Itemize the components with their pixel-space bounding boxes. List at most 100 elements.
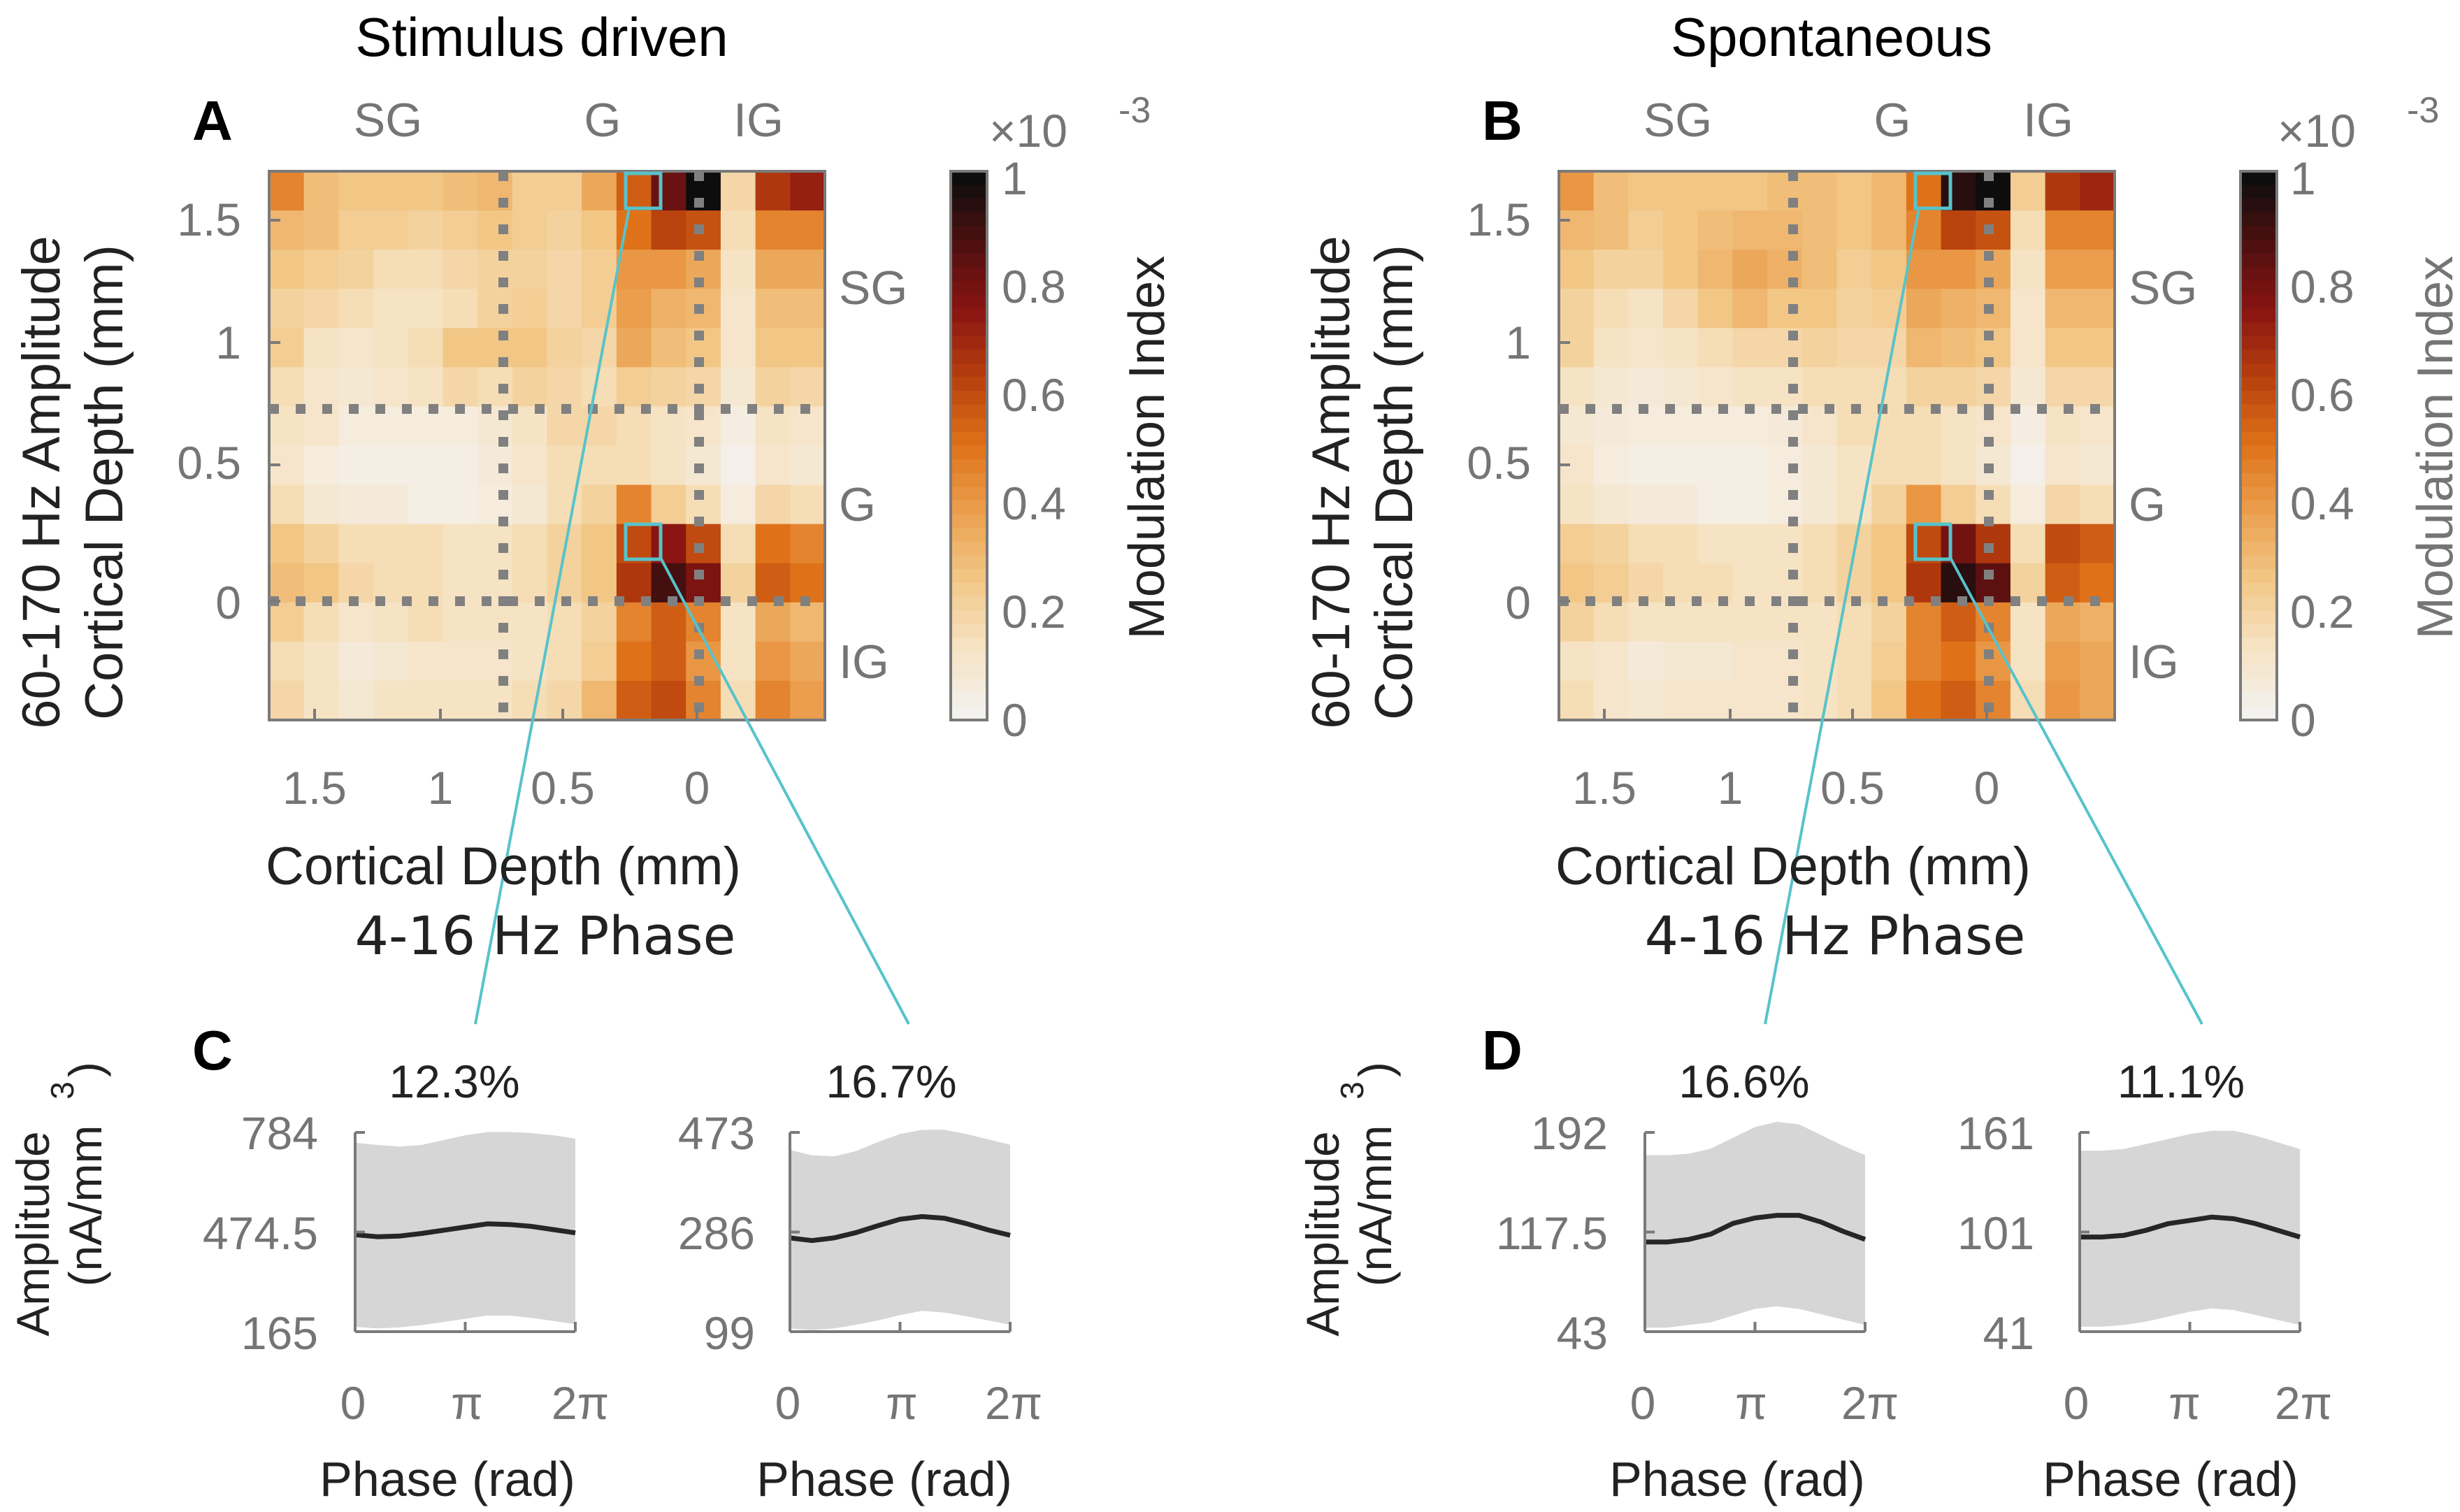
- panel-b-xtick: 1.5: [1572, 762, 1637, 814]
- panel-a-heatmap-cell: [616, 641, 652, 682]
- panel-b-heatmap-cell: [1871, 680, 1907, 721]
- panel-a-heatmap-cell: [582, 484, 617, 525]
- panel-a-heatmap-cell: [582, 563, 617, 603]
- panel-a-heatmap-cell: [443, 445, 478, 486]
- panel-b-heatmap-cell: [2080, 289, 2115, 329]
- panel-a-heatmap-cell: [269, 524, 305, 564]
- panel-b-colorbar-segment: [2240, 459, 2277, 474]
- panel-b-heatmap-cell: [1801, 250, 1838, 289]
- panel-a-heatmap-cell: [755, 289, 791, 329]
- panel-b-heatmap-cell: [2080, 328, 2115, 368]
- panel-b-heatmap-cell: [1628, 328, 1664, 368]
- panel-b-heatmap-cell: [1663, 563, 1699, 603]
- panel-a-heatmap-cell: [512, 563, 548, 603]
- panel-b-heatmap-cell: [1593, 250, 1629, 289]
- panel-letter-b: B: [1482, 89, 1523, 152]
- panel-c-right-xtick: 0: [775, 1377, 801, 1429]
- panel-a-heatmap-cell: [720, 602, 756, 642]
- heatmap-layer: [269, 171, 2277, 721]
- panel-a-heatmap-cell: [408, 250, 444, 289]
- panel-a-heatmap-cell: [269, 250, 305, 289]
- panel-b-heatmap-cell: [1628, 210, 1664, 250]
- panel-b-heatmap-cell: [1663, 289, 1699, 329]
- panel-b-heatmap-cell: [1906, 367, 1942, 408]
- panel-a-heatmap-cell: [338, 250, 374, 289]
- panel-a-heatmap-cell: [303, 406, 339, 447]
- panel-b-colorbar-segment: [2240, 322, 2277, 337]
- panel-a-heatmap-cell: [616, 524, 652, 564]
- panel-b-right-region-ig: IG: [2129, 635, 2179, 689]
- panel-b-heatmap-cell: [1697, 484, 1734, 525]
- panel-a-heatmap-cell: [373, 524, 409, 564]
- panel-d-left-percent: 16.6%: [1678, 1056, 1809, 1107]
- panel-a-heatmap-cell: [651, 328, 686, 368]
- panel-b-heatmap-cell: [2045, 250, 2080, 289]
- panel-b-cbar-label: Modulation Index: [2408, 256, 2460, 639]
- panel-b-heatmap-cell: [1663, 641, 1699, 682]
- panel-d-left-ytick: 43: [1557, 1307, 1608, 1359]
- panel-a-heatmap-cell: [303, 680, 339, 721]
- panel-a-heatmap-cell: [582, 602, 617, 642]
- panel-a-heatmap-cell: [303, 524, 339, 564]
- panel-b-colorbar-segment: [2240, 541, 2277, 556]
- panel-a-heatmap-cell: [408, 289, 444, 329]
- panel-a-heatmap-cell: [790, 641, 826, 682]
- panel-a-cbar-tick: 0.2: [1002, 586, 1066, 638]
- panel-b-heatmap-cell: [2045, 171, 2080, 211]
- panel-b-colorbar-segment: [2240, 377, 2277, 391]
- panel-b-heatmap-cell: [1663, 524, 1699, 564]
- panel-b-top-region-ig: IG: [2023, 94, 2073, 147]
- panel-b-heatmap-cell: [1906, 524, 1942, 564]
- panel-a-top-region-sg: SG: [354, 94, 422, 147]
- panel-a-colorbar-segment: [951, 363, 987, 378]
- panel-a-xtick: 1: [428, 762, 454, 814]
- panel-a-heatmap-cell: [616, 484, 652, 525]
- panel-a-xtick: 0.5: [531, 762, 595, 814]
- panel-b-colorbar-segment: [2240, 240, 2277, 254]
- panel-b-heatmap-cell: [1906, 250, 1942, 289]
- panel-a-heatmap-cell: [338, 524, 374, 564]
- panel-a-heatmap-cell: [790, 367, 826, 408]
- panel-b-heatmap-cell: [1906, 289, 1942, 329]
- panel-c-left-ytick: 474.5: [203, 1207, 318, 1259]
- panel-a-heatmap-cell: [651, 484, 686, 525]
- panel-a-heatmap-cell: [338, 171, 374, 211]
- panel-a-heatmap-cell: [443, 641, 478, 682]
- panel-b-heatmap-cell: [1559, 641, 1595, 682]
- panel-b-heatmap-cell: [1663, 171, 1699, 211]
- panel-a-xtick: 1.5: [282, 762, 347, 814]
- panel-c-left-xtick: 0: [340, 1377, 366, 1429]
- panel-a-heatmap-cell: [651, 524, 686, 564]
- panel-a-colorbar-segment: [951, 555, 987, 570]
- panel-a-heatmap-cell: [512, 171, 548, 211]
- panel-a-heatmap-cell: [269, 171, 305, 211]
- panel-a-heatmap-cell: [616, 602, 652, 642]
- panel-a-heatmap-cell: [547, 641, 582, 682]
- panel-b-colorbar-segment: [2240, 501, 2277, 515]
- panel-a-heatmap-cell: [720, 210, 756, 250]
- panel-a-xlabel-phase: 4-16 Hz Phase: [355, 905, 736, 967]
- panel-b-heatmap-cell: [1697, 563, 1734, 603]
- panel-a-heatmap-cell: [547, 445, 582, 486]
- panel-b-right-region-g: G: [2129, 478, 2166, 531]
- panel-a-colorbar-segment: [951, 582, 987, 598]
- panel-a-heatmap-cell: [582, 524, 617, 564]
- panel-b-heatmap-cell: [2045, 328, 2080, 368]
- panel-b-xlabel: Cortical Depth (mm): [1555, 837, 2031, 896]
- panel-a-cbar-tick: 1: [1002, 152, 1028, 204]
- panel-b-heatmap-cell: [1836, 171, 1872, 211]
- panel-a-colorbar-segment: [951, 308, 987, 323]
- panel-b-heatmap-cell: [1906, 171, 1942, 211]
- panel-a-ylabel-depth: Cortical Depth (mm): [75, 245, 134, 720]
- panel-b-heatmap-cell: [1697, 445, 1734, 486]
- panel-a-heatmap-cell: [408, 484, 444, 525]
- panel-b-heatmap-cell: [2010, 524, 2046, 564]
- panel-b-heatmap-cell: [1906, 484, 1942, 525]
- panel-a-heatmap-cell: [547, 328, 582, 368]
- panel-b-colorbar-segment: [2240, 569, 2277, 584]
- panel-b-heatmap-cell: [2045, 602, 2080, 642]
- panel-a-colorbar-segment: [951, 322, 987, 337]
- panel-a-heatmap-cell: [338, 289, 374, 329]
- panel-b-ytick: 1: [1505, 317, 1531, 368]
